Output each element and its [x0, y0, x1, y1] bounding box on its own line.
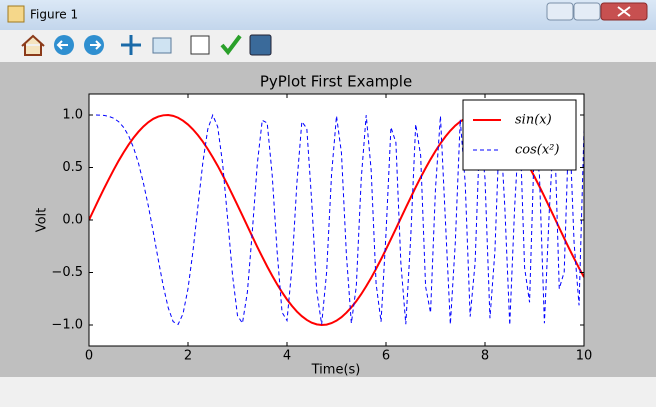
app-icon [7, 5, 25, 23]
pan-button[interactable] [121, 35, 141, 55]
status-bar [0, 377, 656, 407]
y-tick-label: 1.0 [62, 108, 83, 123]
y-tick-label: 0.0 [62, 213, 83, 228]
subplots-button[interactable] [190, 35, 210, 55]
y-tick-label: 0.5 [62, 160, 83, 175]
y-tick-label: −1.0 [51, 318, 83, 333]
legend-box [462, 99, 577, 171]
minimize-button[interactable] [546, 2, 574, 21]
x-tick-label: 4 [283, 349, 291, 364]
x-tick-label: 8 [481, 349, 489, 364]
x-axis-label: Time(s) [311, 363, 361, 378]
maximize-button[interactable] [573, 2, 601, 21]
close-icon [617, 6, 631, 17]
back-icon [56, 40, 68, 50]
x-tick-label: 10 [576, 349, 593, 364]
configure-button[interactable] [220, 34, 242, 56]
zoom-button[interactable] [152, 37, 172, 54]
legend-label: cos(x²) [515, 143, 559, 158]
window-title: Figure 1 [30, 8, 78, 22]
legend-label: sin(x) [515, 113, 552, 128]
forward-icon [90, 40, 102, 50]
toolbar [0, 30, 656, 62]
x-tick-label: 0 [85, 349, 93, 364]
y-tick-label: −0.5 [51, 265, 83, 280]
x-tick-label: 6 [382, 349, 390, 364]
save-button[interactable] [249, 34, 272, 56]
home-button[interactable] [21, 34, 45, 56]
x-tick-label: 2 [184, 349, 192, 364]
chart-title: PyPlot First Example [260, 73, 412, 91]
y-axis-label: Volt [35, 208, 50, 233]
